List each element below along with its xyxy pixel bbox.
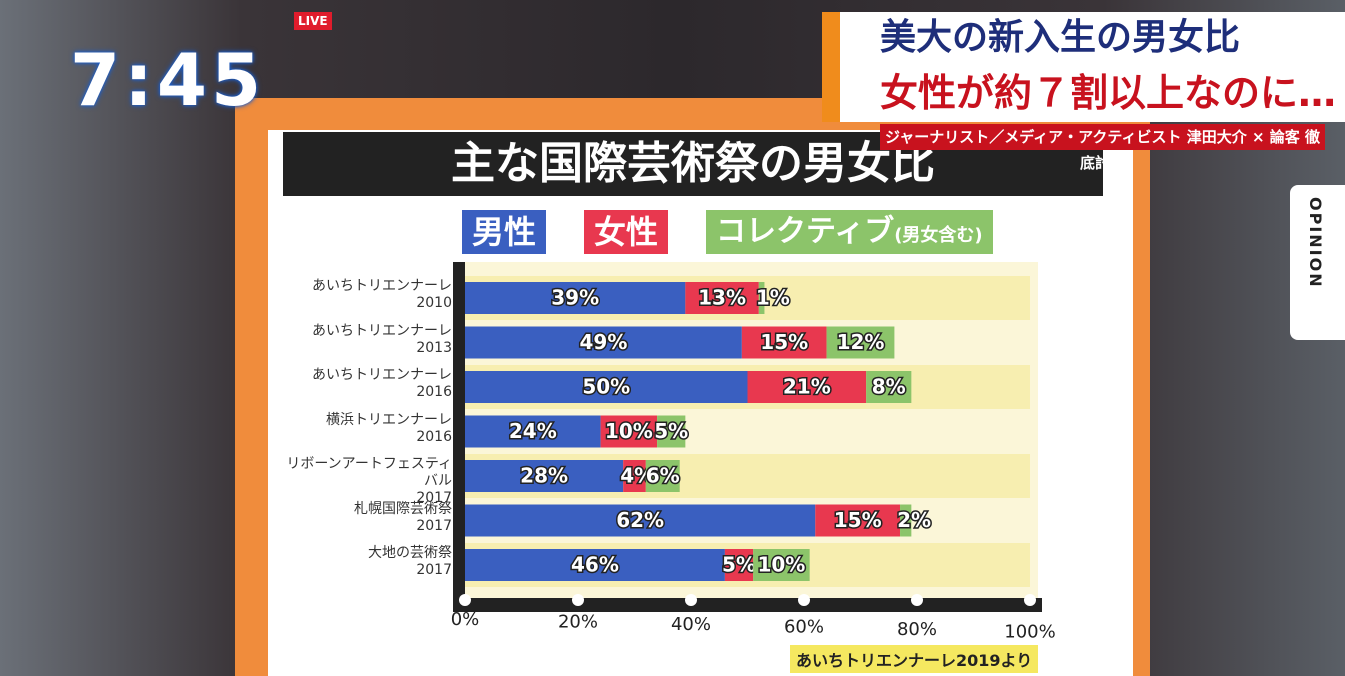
data-label: 13% xyxy=(698,286,746,310)
data-label: 24% xyxy=(509,419,557,443)
bar-segment xyxy=(900,504,912,537)
y-axis xyxy=(453,262,465,612)
legend-entry: コレクティブ(男女含む) xyxy=(706,210,993,254)
x-tick-label: 60% xyxy=(784,617,824,638)
live-badge: LIVE xyxy=(294,12,332,30)
data-label: 12% xyxy=(837,330,885,354)
data-label: 10% xyxy=(757,553,805,577)
category-label: 札幌国際芸術祭 2017 xyxy=(354,500,452,534)
legend-entry: 女性 xyxy=(584,210,669,254)
x-tick-label: 20% xyxy=(558,612,598,633)
bar-segment xyxy=(465,549,725,581)
x-tick-label: 100% xyxy=(1004,622,1055,643)
bar-segment xyxy=(741,326,827,359)
data-label: 15% xyxy=(834,508,882,532)
bar-segment xyxy=(600,415,658,448)
bar-segment xyxy=(465,282,686,314)
data-label: 8% xyxy=(872,375,906,399)
category-label: 大地の芸術祭 2017 xyxy=(368,545,452,578)
clock: 7:45 xyxy=(70,38,266,122)
bar-segment xyxy=(747,371,867,403)
bar-segment xyxy=(465,415,601,448)
bar-segment xyxy=(465,460,624,492)
category-label: 横浜トリエンナーレ 2016 xyxy=(326,411,452,445)
bar-segment xyxy=(465,326,742,359)
data-label: 10% xyxy=(605,419,653,443)
x-tick-label: 40% xyxy=(671,614,711,635)
x-axis xyxy=(453,598,1042,612)
data-label: 50% xyxy=(582,375,630,399)
legend-entry: 男性 xyxy=(462,210,547,254)
bar-segment xyxy=(724,549,754,581)
bar-segment xyxy=(815,504,901,537)
x-tick xyxy=(572,594,584,606)
data-label: 28% xyxy=(520,464,568,488)
bar-segment xyxy=(657,415,686,448)
bar-segment xyxy=(758,282,765,314)
category-label: あいちトリエンナーレ 2010 xyxy=(312,278,452,311)
x-tick xyxy=(911,594,923,606)
category-label: あいちトリエンナーレ 2016 xyxy=(312,367,452,400)
x-tick-label: 80% xyxy=(897,619,937,640)
data-label: 6% xyxy=(646,464,680,488)
x-tick-label: 0% xyxy=(451,609,480,630)
x-tick xyxy=(1024,594,1036,606)
data-label: 15% xyxy=(760,330,808,354)
x-tick xyxy=(459,594,471,606)
category-label: あいちトリエンナーレ 2013 xyxy=(312,322,452,356)
subheadline: ジャーナリスト／メディア・アクティビスト 津田大介 × 論客 徹底討論 xyxy=(880,124,1325,172)
bar-segment xyxy=(645,460,680,492)
opinion-label: OPINION xyxy=(1306,197,1325,289)
bar-segment xyxy=(866,371,912,403)
data-label: 1% xyxy=(756,286,790,310)
bar-segment xyxy=(623,460,646,492)
headline: 女性が約７割以上なのに… xyxy=(840,64,1345,122)
legend-note: (男女含む) xyxy=(894,225,983,246)
source-note: あいちトリエンナーレ2019より xyxy=(790,645,1039,673)
data-label: 21% xyxy=(783,375,831,399)
bar-segment xyxy=(826,326,895,359)
legend-text: コレクティブ xyxy=(716,214,895,249)
data-label: 5% xyxy=(654,419,688,443)
headline: 美大の新入生の男女比 xyxy=(840,12,1345,64)
data-label: 39% xyxy=(551,286,599,310)
data-label: 5% xyxy=(722,553,756,577)
data-label: 49% xyxy=(579,330,627,354)
data-label: 62% xyxy=(616,508,664,532)
bar-segment xyxy=(753,549,810,581)
bar-segment xyxy=(465,504,816,537)
opinion-tab[interactable]: OPINION xyxy=(1290,185,1345,340)
data-label: 46% xyxy=(571,553,619,577)
x-tick xyxy=(685,594,697,606)
bar-segment xyxy=(465,371,748,403)
x-tick xyxy=(798,594,810,606)
category-label: リボーンアートフェスティバル 2017 xyxy=(286,456,452,506)
data-label: 2% xyxy=(897,508,931,532)
bar-segment xyxy=(685,282,759,314)
